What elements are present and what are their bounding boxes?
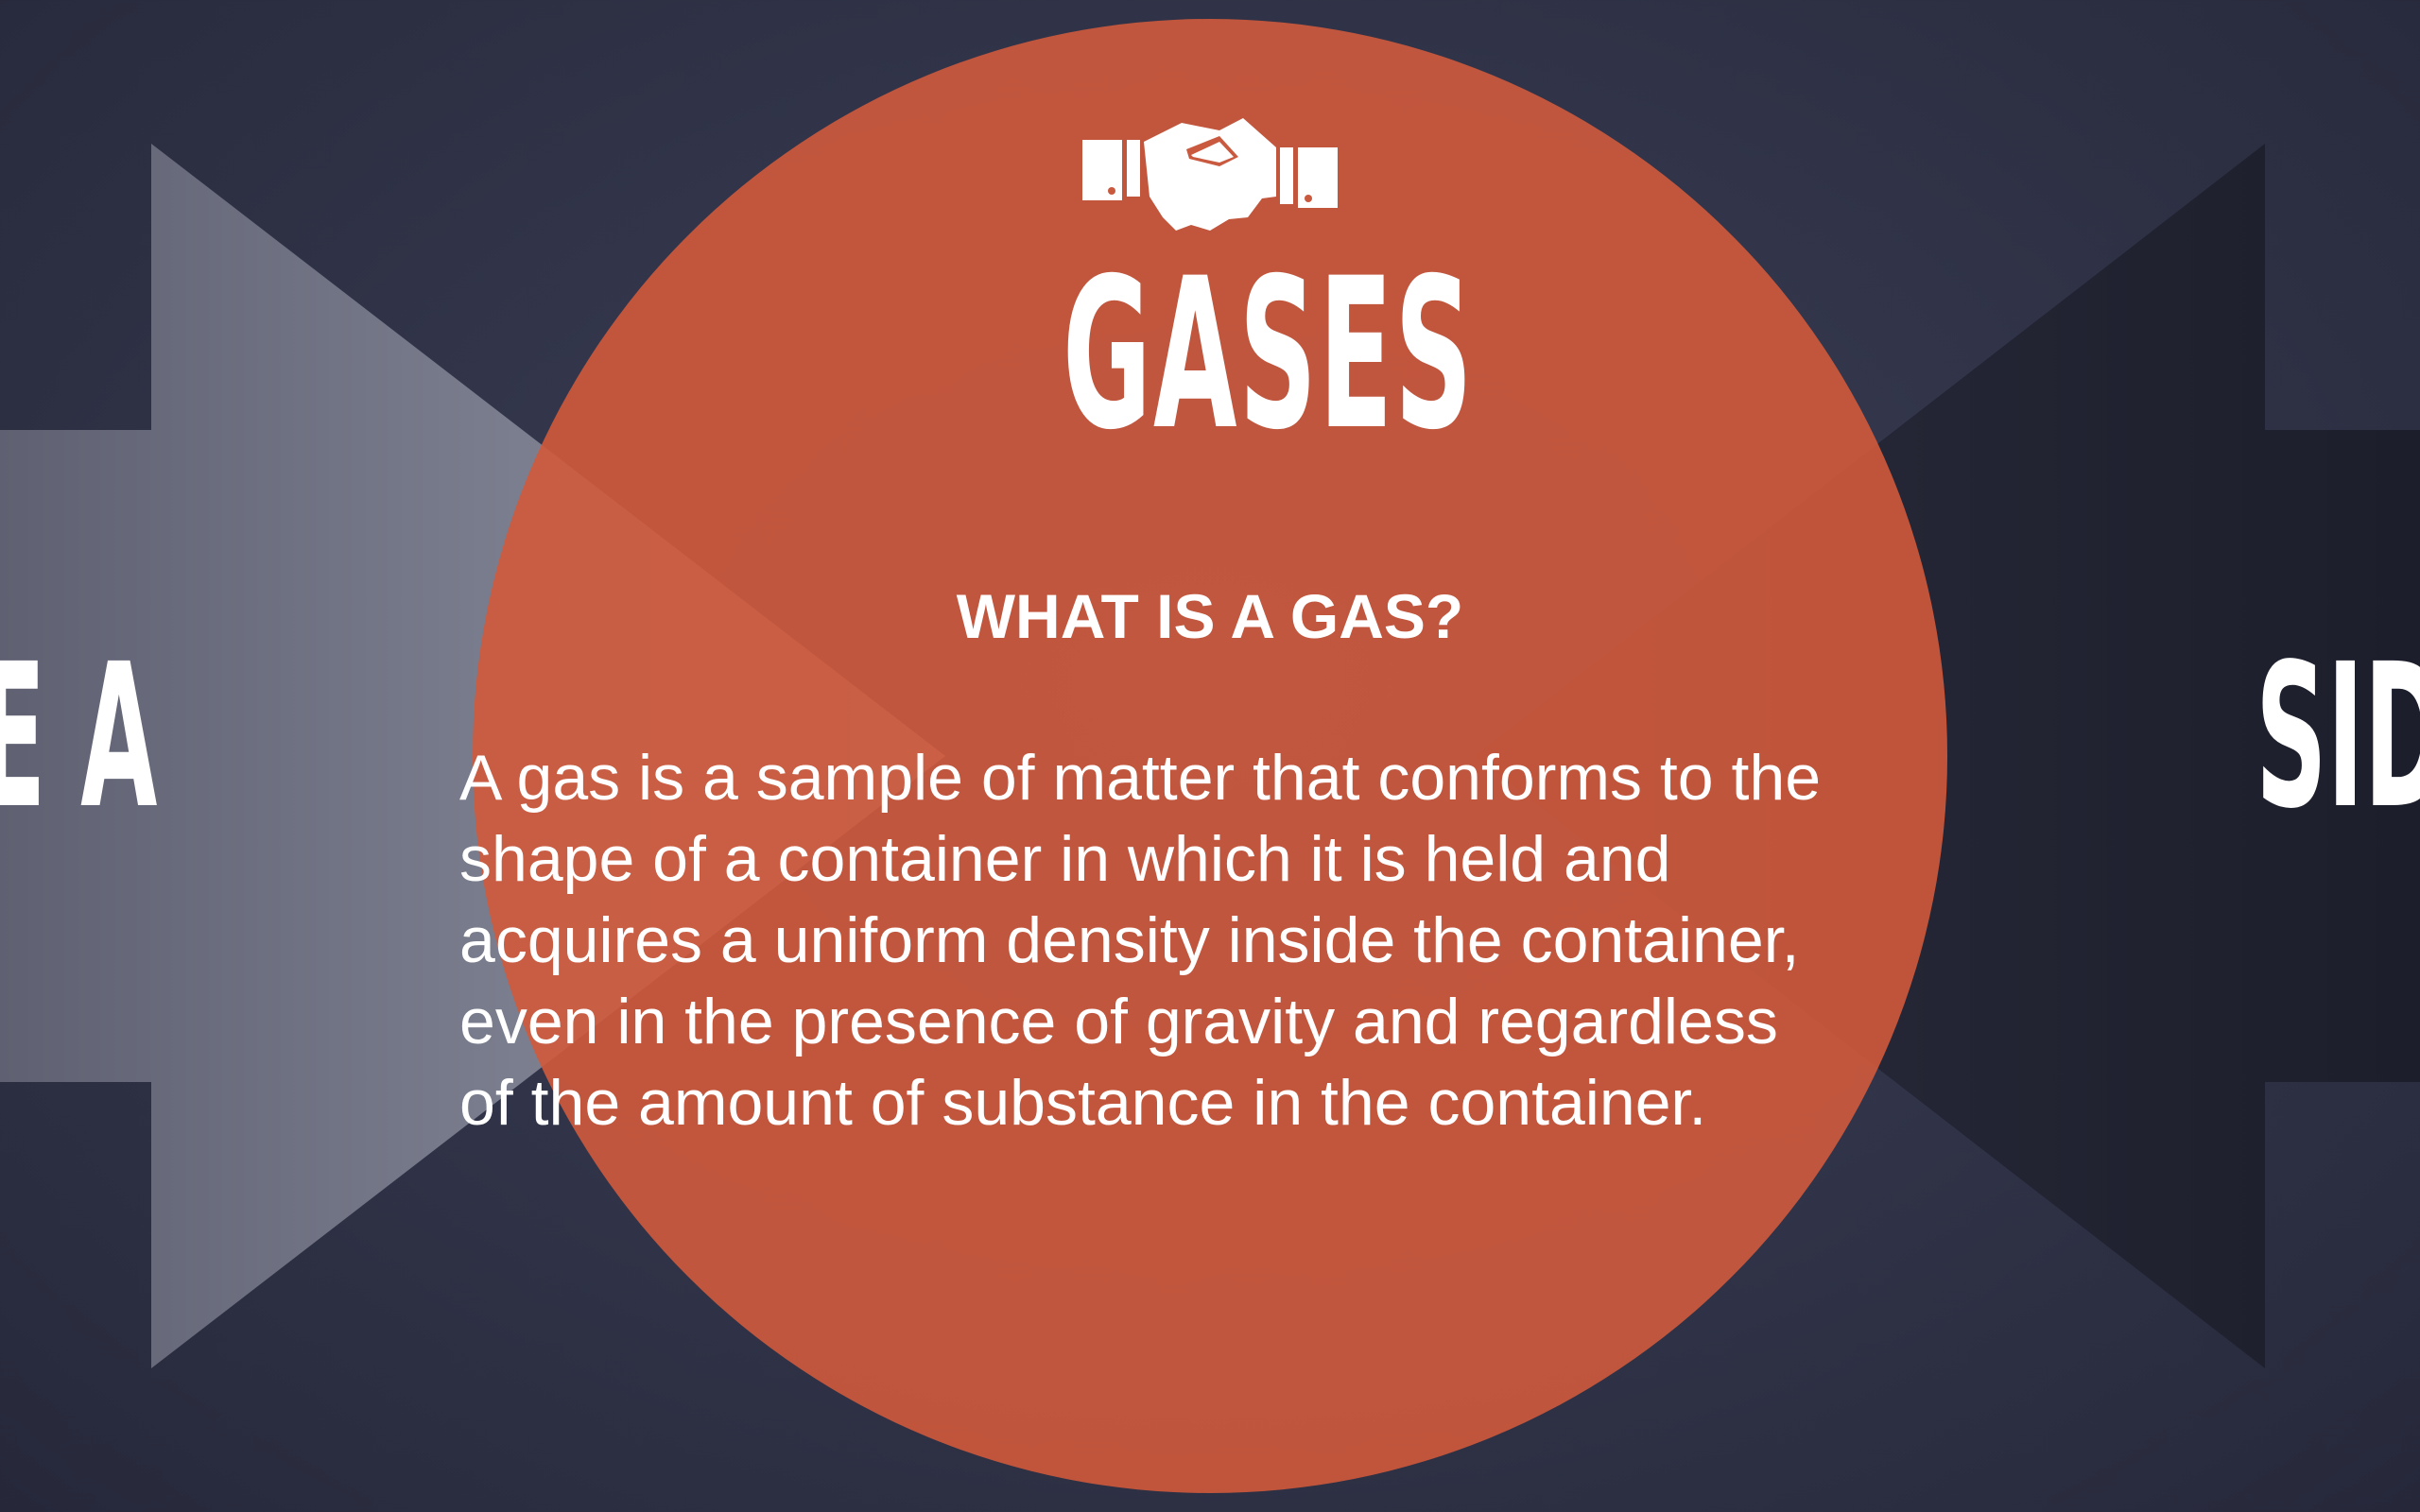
section-heading: WHAT IS A GAS? (956, 581, 1464, 651)
definition-line: A gas is a sample of matter that conform… (459, 742, 1822, 814)
right-side-label: SIDI (2256, 621, 2420, 852)
center-circle (473, 19, 1947, 1493)
definition-line: shape of a container in which it is held… (459, 823, 1671, 895)
slide-title: GASES (1063, 233, 1475, 475)
definition-paragraph: A gas is a sample of matter that conform… (459, 737, 1991, 1143)
definition-line: acquires a uniform density inside the co… (459, 904, 1800, 976)
definition-line: of the amount of substance in the contai… (459, 1067, 1707, 1139)
definition-line: even in the presence of gravity and rega… (459, 986, 1778, 1057)
left-side-label: DE A (0, 621, 157, 852)
handshake-icon (1078, 113, 1342, 236)
